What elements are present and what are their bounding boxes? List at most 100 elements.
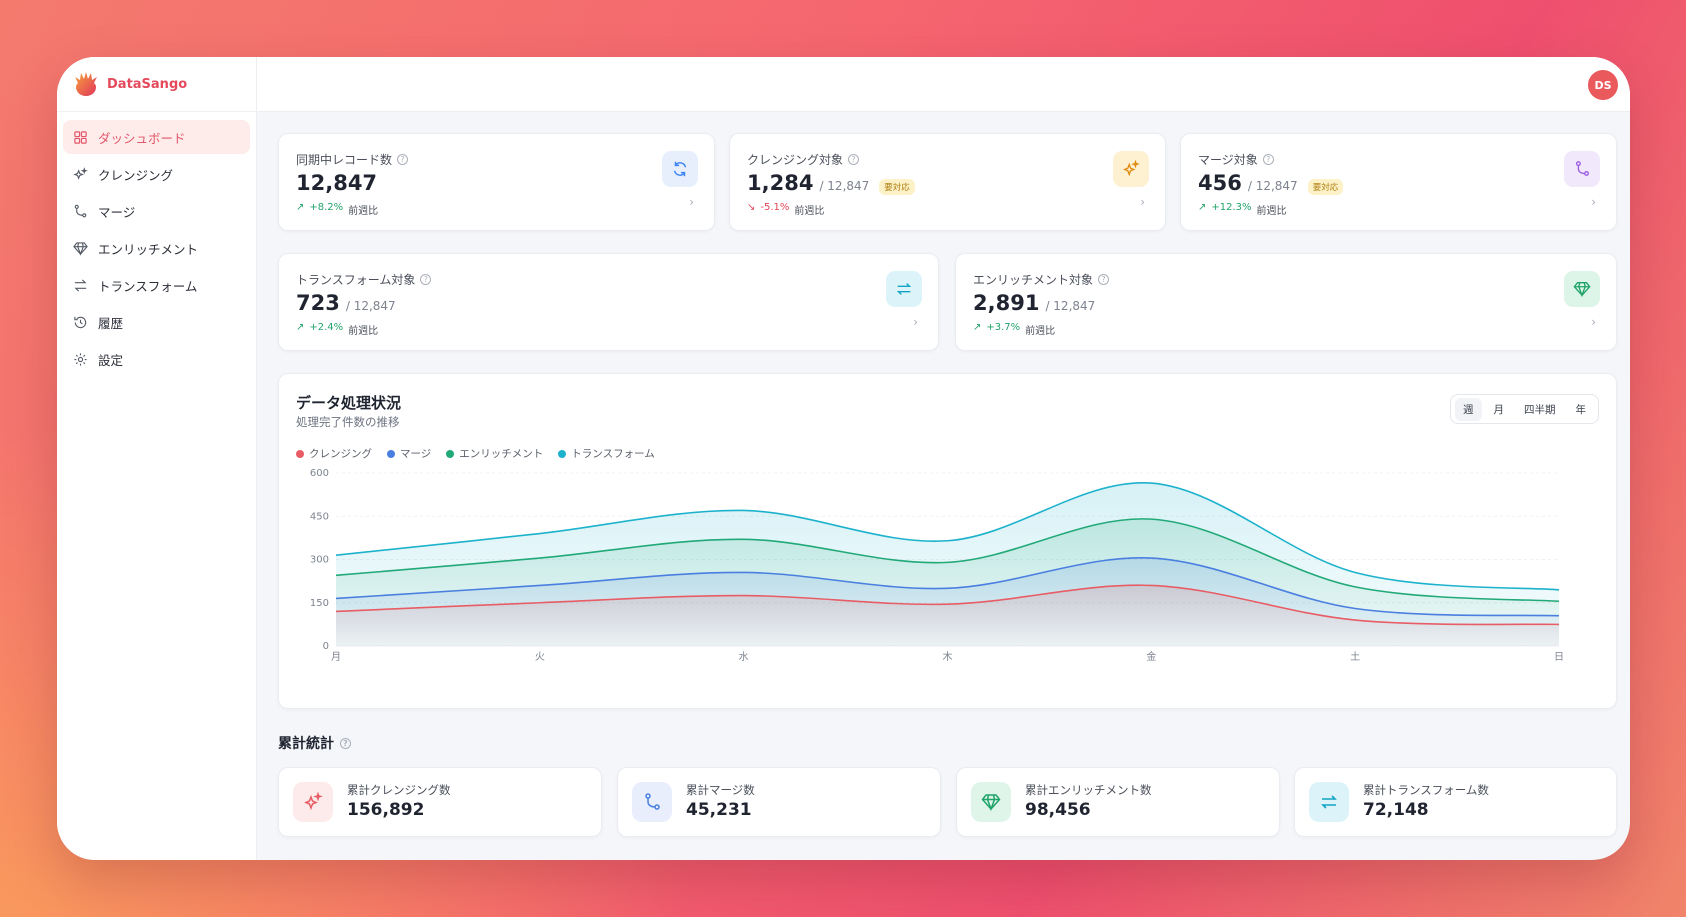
help-icon[interactable]: ?: [1098, 274, 1110, 285]
sparkles-icon: [73, 166, 88, 180]
trend-up-icon: ↗: [1198, 202, 1207, 213]
series-line[interactable]: [335, 557, 1560, 617]
chart-legend: クレンジング マージ エンリッチメント トランスフォーム: [296, 446, 655, 461]
stat-card-enrichment-target[interactable]: エンリッチメント対象? 2,891 / 12,847 ↗ +3.7% 前週比 ›: [955, 253, 1617, 351]
avatar[interactable]: DS: [1588, 70, 1618, 100]
legend-item[interactable]: クレンジング: [296, 446, 372, 461]
logo[interactable]: DataSango: [57, 57, 256, 112]
x-tick-label: 木: [943, 651, 953, 663]
cumulative-value: 156,892: [347, 800, 425, 820]
status-badge: 要対応: [879, 179, 915, 195]
sidebar: DataSango ダッシュボード クレンジング マージ エンリッチメント トラ…: [57, 57, 257, 860]
stat-trend: ↗ +2.4% 前週比: [296, 322, 379, 337]
logo-mark-icon: [75, 72, 97, 96]
stat-card-synced-records[interactable]: 同期中レコード数? 12,847 ↗ +8.2% 前週比 ›: [278, 133, 715, 231]
series-line[interactable]: [335, 482, 1560, 591]
history-icon: [74, 316, 87, 328]
help-icon[interactable]: ?: [420, 274, 432, 285]
legend-item[interactable]: エンリッチメント: [446, 446, 543, 461]
app-window: DataSango ダッシュボード クレンジング マージ エンリッチメント トラ…: [57, 57, 1630, 860]
gear-icon: [74, 352, 87, 366]
sidebar-item-label: エンリッチメント: [98, 241, 199, 257]
help-icon[interactable]: ?: [848, 154, 860, 165]
stat-trend: ↗ +3.7% 前週比: [973, 322, 1056, 337]
x-tick-label: 水: [739, 651, 749, 663]
swap-icon: [74, 278, 87, 292]
help-icon[interactable]: ?: [397, 154, 409, 165]
cumulative-label: 累計エンリッチメント数: [1025, 783, 1152, 797]
stat-total: / 12,847: [1045, 299, 1096, 313]
series-line[interactable]: [335, 518, 1560, 603]
chevron-right-icon[interactable]: ›: [1140, 195, 1145, 209]
sidebar-item-merge[interactable]: マージ: [63, 194, 250, 228]
sidebar-item-label: ダッシュボード: [98, 130, 186, 146]
period-month-button[interactable]: 月: [1493, 403, 1505, 416]
area-chart: 0 150 300 450 600 月 火 水 木 金 土 日: [310, 468, 1564, 663]
chevron-right-icon[interactable]: ›: [689, 195, 694, 209]
sparkles-icon: [293, 782, 333, 822]
status-badge: 要対応: [1307, 179, 1344, 195]
chevron-right-icon[interactable]: ›: [1591, 195, 1596, 209]
merge-icon: [1564, 151, 1600, 187]
gem-icon: [971, 782, 1011, 822]
chart-panel: データ処理状況 処理完了件数の推移 週 月 四半期 年 クレンジング マージ エ…: [278, 373, 1617, 709]
period-year-button[interactable]: 年: [1575, 403, 1587, 416]
trend-down-icon: ↘: [747, 202, 756, 213]
legend-item[interactable]: トランスフォーム: [558, 446, 655, 461]
help-icon[interactable]: ?: [1262, 154, 1274, 165]
chevron-right-icon[interactable]: ›: [1591, 315, 1596, 329]
stat-title: 同期中レコード数: [296, 153, 393, 167]
x-tick-label: 日: [1554, 652, 1564, 663]
legend-item[interactable]: マージ: [387, 446, 431, 461]
stat-value: 1,284: [747, 171, 814, 195]
cumulative-card-merge: 累計マージ数 45,231: [617, 767, 941, 837]
sidebar-item-settings[interactable]: 設定: [63, 342, 250, 376]
x-tick-label: 土: [1350, 650, 1360, 663]
sidebar-item-label: マージ: [98, 204, 136, 220]
stat-trend: ↗ +12.3% 前週比: [1198, 202, 1287, 217]
sidebar-item-label: 履歴: [98, 315, 124, 331]
cumulative-label: 累計クレンジング数: [347, 783, 451, 797]
stat-card-merge-target[interactable]: マージ対象? 456 / 12,847 要対応 ↗ +12.3% 前週比 ›: [1180, 133, 1617, 231]
sidebar-nav: ダッシュボード クレンジング マージ エンリッチメント トランスフォーム 履歴: [57, 112, 256, 387]
gem-icon: [1564, 271, 1600, 307]
stat-title: クレンジング対象: [747, 153, 844, 167]
swap-icon: [886, 271, 922, 307]
period-toggle: 週 月 四半期 年: [1450, 394, 1599, 424]
stat-card-transform-target[interactable]: トランスフォーム対象? 723 / 12,847 ↗ +2.4% 前週比 ›: [278, 253, 939, 351]
sidebar-item-cleansing[interactable]: クレンジング: [63, 157, 250, 191]
chevron-right-icon[interactable]: ›: [913, 315, 918, 329]
refresh-icon: [662, 151, 698, 187]
period-week-button[interactable]: 週: [1455, 397, 1482, 421]
logo-text: DataSango: [107, 76, 188, 92]
stat-value: 12,847: [296, 171, 378, 195]
series-line[interactable]: [335, 584, 1560, 626]
stat-trend: ↗ +8.2% 前週比: [296, 202, 379, 217]
y-tick-label: 0: [323, 641, 329, 652]
top-bar: DS: [257, 57, 1630, 112]
chart-title: データ処理状況: [296, 394, 402, 412]
cumulative-card-cleansing: 累計クレンジング数 156,892: [278, 767, 602, 837]
sidebar-item-history[interactable]: 履歴: [63, 305, 250, 339]
y-tick-label: 300: [310, 555, 329, 566]
cumulative-label: 累計トランスフォーム数: [1363, 783, 1489, 797]
sidebar-item-label: 設定: [98, 352, 124, 368]
trend-up-icon: ↗: [296, 202, 305, 213]
cumulative-label: 累計マージ数: [686, 783, 755, 797]
y-tick-label: 600: [310, 468, 329, 479]
sparkles-icon: [1113, 151, 1149, 187]
period-quarter-button[interactable]: 四半期: [1524, 403, 1556, 416]
gem-icon: [73, 241, 88, 256]
series-area: [336, 585, 1559, 646]
stat-card-cleansing-target[interactable]: クレンジング対象? 1,284 / 12,847 要対応 ↘ -5.1% 前週比 ›: [729, 133, 1166, 231]
stat-title: エンリッチメント対象: [973, 273, 1094, 287]
stat-title: マージ対象: [1198, 153, 1258, 167]
stat-value: 456: [1198, 171, 1242, 195]
sidebar-item-transform[interactable]: トランスフォーム: [63, 268, 250, 302]
cumulative-section-title: 累計統計?: [278, 733, 351, 753]
x-tick-label: 金: [1146, 650, 1156, 663]
chart-subtitle: 処理完了件数の推移: [296, 415, 400, 429]
sidebar-item-enrichment[interactable]: エンリッチメント: [63, 231, 250, 265]
help-icon[interactable]: ?: [340, 737, 351, 749]
sidebar-item-dashboard[interactable]: ダッシュボード: [63, 120, 250, 154]
